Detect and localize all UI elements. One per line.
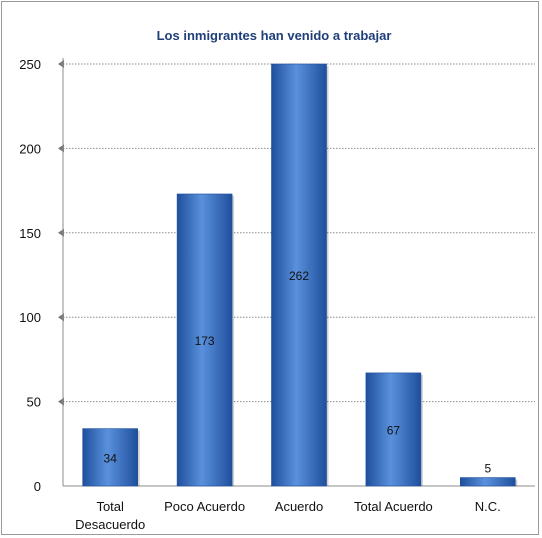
y-tick-label: 250 (19, 57, 41, 72)
data-label: 5 (484, 462, 491, 476)
y-tick-label: 150 (19, 226, 41, 241)
bar (271, 63, 327, 487)
data-label: 67 (387, 423, 401, 437)
y-tick-label: 100 (19, 310, 41, 325)
bar (365, 372, 422, 487)
labels: 34 Total Desacuerdo 173 Poco Acuerdo 262 Acuer… (75, 269, 501, 532)
x-tick-label: Desacuerdo (75, 517, 145, 532)
data-label: 34 (104, 451, 118, 465)
x-tick-label: Acuerdo (275, 499, 323, 514)
chart-title: Los inmigrantes han venido a trabajar (157, 28, 392, 43)
data-label: 262 (289, 269, 309, 283)
bars (82, 63, 518, 487)
bar (459, 477, 516, 487)
bar (176, 193, 233, 487)
x-tick-label: Poco Acuerdo (164, 499, 245, 514)
y-tick-label: 0 (34, 479, 41, 494)
y-tick-label: 50 (27, 395, 41, 410)
x-tick-label: N.C. (475, 499, 501, 514)
bar (82, 428, 138, 487)
x-tick-label: Total (96, 499, 124, 514)
y-tick-label: 200 (19, 141, 41, 156)
data-label: 173 (195, 334, 215, 348)
x-tick-label: Total Acuerdo (354, 499, 433, 514)
